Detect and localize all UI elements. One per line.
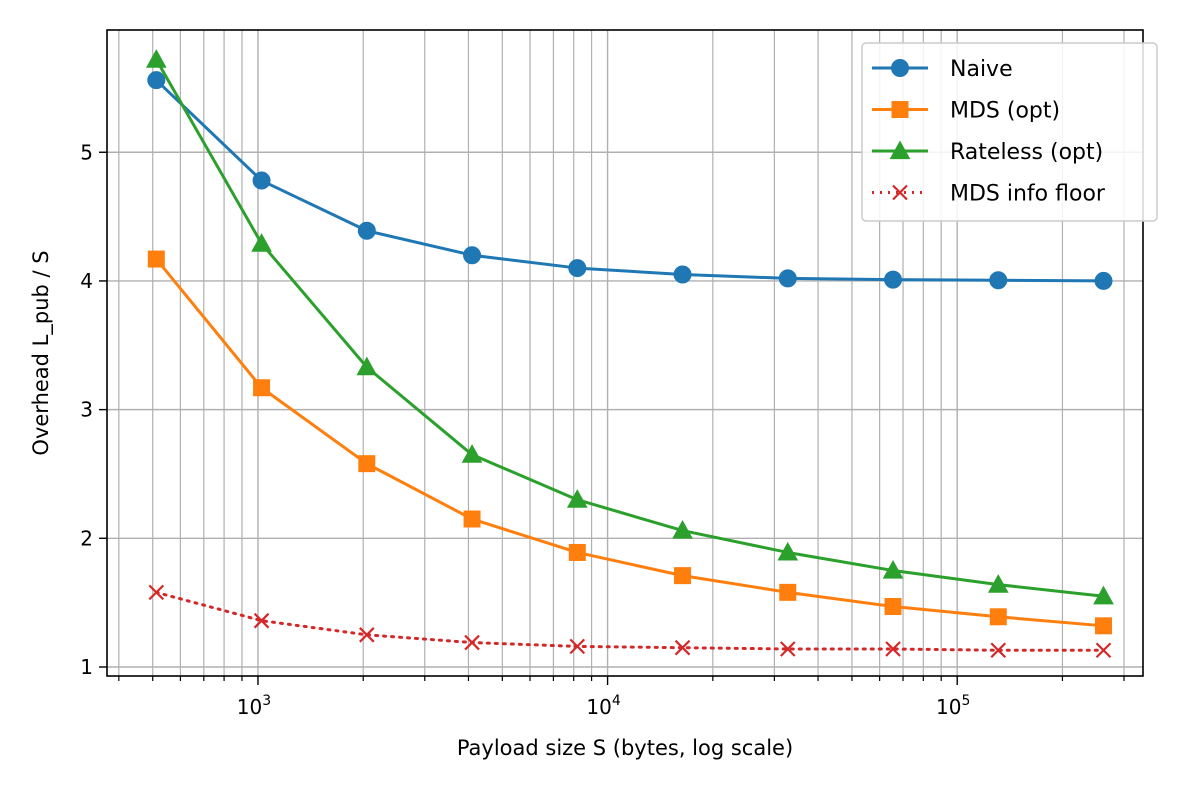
legend-marker-naive <box>891 59 909 77</box>
data-point-mds-info-floor <box>148 584 165 601</box>
data-point-naive <box>357 221 376 240</box>
legend: Naive MDS (opt) Rateless (opt) MDS info flo… <box>861 42 1158 222</box>
data-point-naive <box>147 71 166 90</box>
data-point-rateless-opt <box>145 49 167 68</box>
data-point-rateless-opt <box>461 444 483 463</box>
x-tick-label-base: 10 <box>936 695 961 719</box>
plot-frame <box>106 29 1144 677</box>
data-point-naive <box>989 271 1008 290</box>
data-point-mds-info-floor <box>1095 642 1112 659</box>
x-tick-label: 104 <box>586 693 620 719</box>
series-line-mds-opt <box>154 257 1106 628</box>
x-tick-label-exponent: 4 <box>612 693 621 709</box>
series-mds-opt <box>147 250 1113 635</box>
data-point-mds-opt <box>884 598 902 616</box>
data-point-mds-opt <box>463 510 481 528</box>
data-point-naive <box>778 269 797 288</box>
x-tick-label: 103 <box>237 693 271 719</box>
series-line-mds-info-floor <box>154 590 1106 652</box>
data-point-mds-info-floor <box>990 642 1007 659</box>
data-point-mds-opt <box>779 583 797 601</box>
data-point-mds-info-floor <box>885 641 901 657</box>
data-point-mds-info-floor <box>569 638 586 655</box>
series-mds-info-floor <box>148 584 1112 659</box>
data-point-naive <box>673 265 692 284</box>
y-tick-label: 4 <box>80 269 93 293</box>
legend-label-naive: Naive <box>950 57 1013 82</box>
y-tick-label: 3 <box>80 398 93 422</box>
x-tick-label: 105 <box>936 693 970 719</box>
y-tick-label: 1 <box>80 655 93 679</box>
series-line-naive <box>154 78 1106 283</box>
axis-ticks <box>99 151 1125 685</box>
series-rateless-opt <box>145 49 1114 605</box>
legend-label-mds-info-floor: MDS info floor <box>950 182 1106 207</box>
x-tick-label-exponent: 3 <box>262 693 271 709</box>
x-axis-title: Payload size S (bytes, log scale) <box>457 736 793 760</box>
data-point-mds-opt <box>674 567 692 585</box>
data-point-mds-opt <box>568 543 586 561</box>
legend-marker-mds-opt <box>891 101 909 118</box>
x-tick-label-base: 10 <box>586 695 611 719</box>
data-point-mds-info-floor <box>359 627 375 643</box>
x-tick-label-base: 10 <box>237 695 262 719</box>
data-point-mds-opt <box>147 250 165 268</box>
series-line-rateless-opt <box>154 58 1106 598</box>
legend-marker-mds-info-floor <box>892 184 908 201</box>
data-point-rateless-opt <box>882 559 904 579</box>
data-point-rateless-opt <box>1093 585 1114 605</box>
legend-label-mds-opt: MDS (opt) <box>950 99 1060 124</box>
data-point-rateless-opt <box>672 520 693 539</box>
grid-lines <box>107 30 1143 676</box>
data-point-mds-info-floor <box>253 612 270 629</box>
data-point-mds-info-floor <box>464 634 480 651</box>
data-point-rateless-opt <box>777 541 799 561</box>
data-point-mds-info-floor <box>780 641 796 657</box>
data-point-rateless-opt <box>566 489 588 508</box>
y-axis-title: Overhead L_pub / S <box>29 250 54 455</box>
data-point-naive <box>568 259 587 278</box>
data-point-naive <box>463 246 482 265</box>
data-point-naive <box>1094 271 1113 290</box>
data-point-mds-opt <box>253 379 271 397</box>
series-layer <box>145 49 1114 659</box>
y-tick-label: 5 <box>80 140 93 164</box>
x-tick-label-exponent: 5 <box>961 693 970 709</box>
data-point-mds-opt <box>358 455 376 473</box>
legend-box <box>861 42 1158 222</box>
data-point-naive <box>884 270 903 289</box>
data-point-naive <box>252 171 271 190</box>
data-point-rateless-opt <box>356 356 378 376</box>
data-point-mds-opt <box>989 608 1007 626</box>
legend-marker-rateless-opt <box>889 140 911 160</box>
data-point-mds-info-floor <box>674 639 691 656</box>
legend-label-rateless-opt: Rateless (opt) <box>950 140 1103 165</box>
data-point-mds-opt <box>1095 617 1113 635</box>
series-naive <box>147 71 1113 290</box>
data-point-rateless-opt <box>987 574 1009 593</box>
y-tick-label: 2 <box>80 526 93 550</box>
data-point-rateless-opt <box>251 233 272 252</box>
